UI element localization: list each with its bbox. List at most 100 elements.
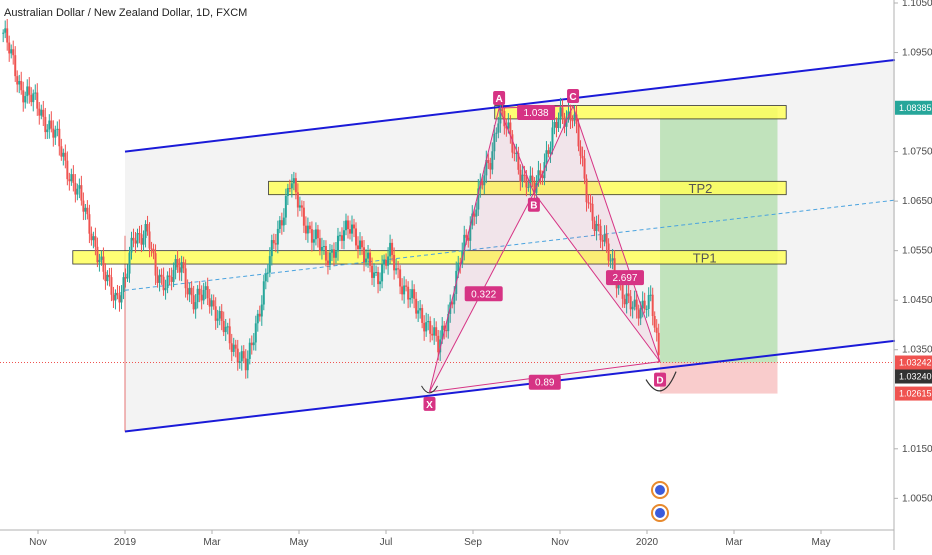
y-tick-label: 1.01500 — [902, 444, 932, 455]
candle — [120, 285, 123, 310]
candle-body — [90, 233, 93, 241]
candle-body — [8, 42, 11, 54]
price-tag-label: 1.03242 — [899, 358, 932, 368]
candle — [4, 20, 7, 39]
candle-body — [16, 76, 19, 85]
candle-body — [603, 234, 606, 242]
candle — [623, 294, 626, 309]
candle — [491, 142, 494, 175]
ratio-label: 0.322 — [471, 289, 496, 300]
candle — [605, 225, 608, 253]
candle-body — [427, 320, 430, 323]
candle-body — [288, 187, 291, 189]
candle-body — [72, 174, 75, 183]
candle-body — [146, 224, 149, 232]
candle-body — [66, 160, 69, 180]
candle-body — [521, 174, 524, 182]
candle — [423, 315, 426, 341]
candle-body — [180, 262, 183, 273]
candle-body — [623, 298, 626, 305]
candle — [218, 306, 221, 326]
candle-body — [475, 209, 478, 217]
candle-body — [459, 262, 462, 265]
candle — [170, 267, 173, 291]
candle — [288, 179, 291, 193]
candle-body — [423, 322, 426, 332]
candle — [44, 107, 47, 140]
point-label: A — [495, 94, 502, 105]
pattern-leg-bc — [533, 105, 574, 193]
candle — [391, 238, 394, 262]
candle — [108, 267, 111, 287]
candle — [214, 297, 217, 330]
candle — [212, 294, 215, 310]
channel-mid-line — [124, 199, 896, 291]
candle-body — [28, 86, 31, 95]
candle-body — [218, 311, 221, 319]
candle — [351, 215, 354, 242]
candle-body — [186, 288, 189, 295]
candle-body — [549, 147, 552, 154]
candle-body — [601, 240, 604, 242]
candle — [371, 257, 374, 286]
candle-body — [240, 351, 243, 362]
candle — [439, 330, 442, 362]
candle-body — [42, 109, 45, 117]
candle — [435, 321, 438, 342]
candle-body — [405, 285, 408, 287]
candle-body — [435, 327, 438, 336]
candle — [316, 224, 319, 248]
candle — [98, 253, 101, 272]
candle — [493, 125, 496, 160]
candle — [300, 200, 303, 217]
candle-body — [222, 320, 225, 333]
candle — [196, 285, 199, 309]
candle — [156, 266, 159, 288]
candle-body — [332, 249, 335, 258]
candle — [190, 281, 193, 305]
candle-body — [365, 258, 368, 263]
candle — [10, 44, 13, 59]
candle — [353, 218, 356, 238]
candle — [172, 262, 175, 288]
candle-body — [308, 225, 311, 230]
candle-body — [338, 235, 341, 237]
candle-body — [483, 175, 486, 186]
candle — [431, 325, 434, 341]
candle — [106, 270, 109, 286]
candle-body — [158, 274, 161, 283]
candle — [334, 241, 337, 264]
candle — [330, 244, 333, 262]
candle — [547, 144, 550, 158]
candle — [511, 130, 514, 159]
candle — [174, 254, 177, 280]
candle-body — [14, 55, 17, 77]
candle-body — [485, 159, 488, 176]
candle-body — [182, 262, 185, 269]
candle — [559, 97, 562, 129]
candle — [567, 102, 570, 123]
candle-body — [567, 111, 570, 119]
candle — [385, 253, 388, 270]
candle-body — [226, 326, 229, 328]
candle — [427, 313, 430, 331]
candle-body — [294, 178, 297, 193]
candle-body — [82, 200, 85, 212]
candle-body — [363, 247, 366, 263]
candle-body — [491, 151, 494, 170]
candle — [635, 290, 638, 319]
candle-body — [439, 339, 442, 353]
candle-body — [306, 225, 309, 234]
candle — [24, 91, 27, 109]
candle — [581, 146, 584, 167]
candle-body — [437, 335, 440, 353]
candle-body — [258, 313, 261, 317]
candle — [633, 290, 636, 311]
candle-body — [168, 275, 171, 277]
candle — [515, 143, 518, 162]
candle — [56, 121, 59, 137]
candle-body — [254, 323, 257, 343]
target-box — [660, 107, 778, 363]
candle-body — [443, 325, 446, 331]
candle — [244, 349, 247, 379]
